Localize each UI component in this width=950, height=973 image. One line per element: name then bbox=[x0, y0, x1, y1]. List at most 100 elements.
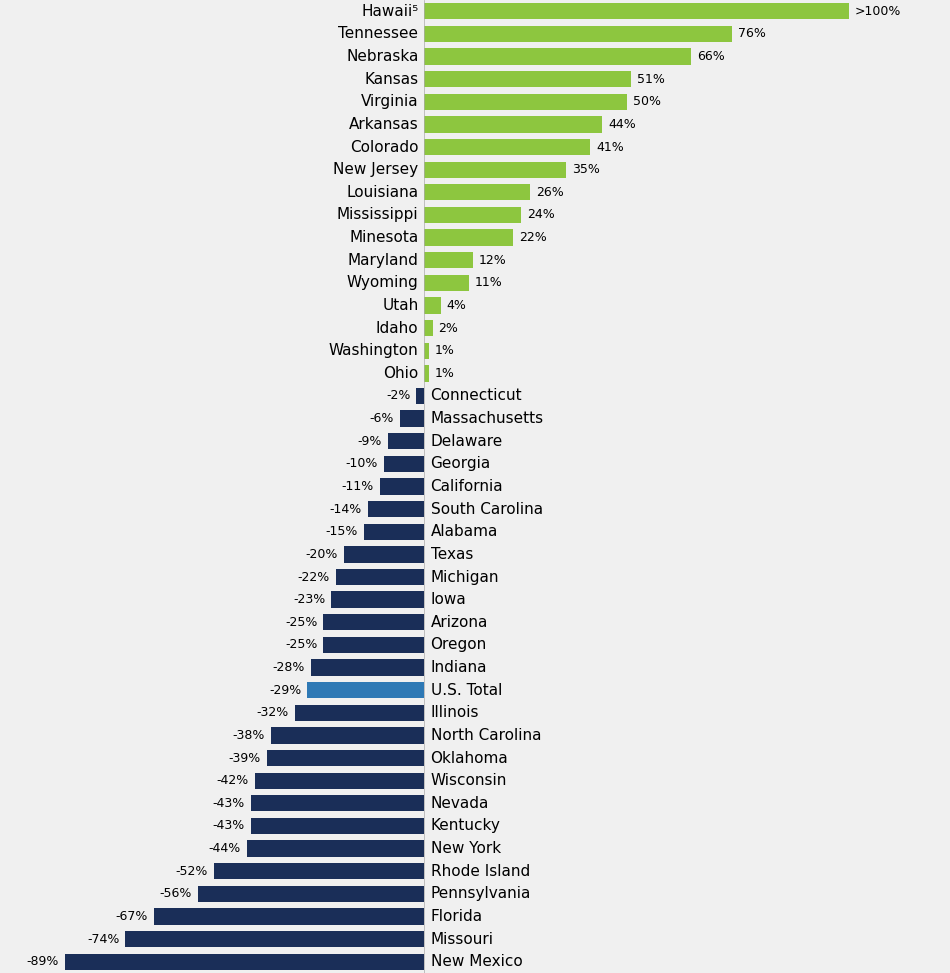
Text: -42%: -42% bbox=[217, 775, 249, 787]
Text: California: California bbox=[430, 479, 504, 494]
Text: Kentucky: Kentucky bbox=[430, 818, 501, 834]
Bar bbox=[416, 388, 425, 404]
Bar bbox=[425, 3, 849, 19]
Text: -89%: -89% bbox=[27, 955, 59, 968]
Bar bbox=[65, 954, 425, 970]
Text: Tennessee: Tennessee bbox=[338, 26, 418, 42]
Text: -32%: -32% bbox=[256, 706, 289, 719]
Text: Delaware: Delaware bbox=[430, 434, 503, 449]
Text: -74%: -74% bbox=[86, 932, 120, 946]
Text: -23%: -23% bbox=[294, 594, 326, 606]
Text: 41%: 41% bbox=[597, 140, 624, 154]
Text: -25%: -25% bbox=[285, 638, 317, 651]
Text: South Carolina: South Carolina bbox=[430, 502, 542, 517]
Text: Maryland: Maryland bbox=[348, 253, 418, 268]
Text: 2%: 2% bbox=[439, 322, 459, 335]
Text: Alabama: Alabama bbox=[430, 524, 498, 539]
Bar bbox=[247, 841, 425, 856]
Text: -39%: -39% bbox=[229, 751, 260, 765]
Bar bbox=[323, 614, 425, 631]
Bar bbox=[215, 863, 425, 880]
Text: Utah: Utah bbox=[382, 298, 418, 313]
Text: -2%: -2% bbox=[386, 389, 410, 403]
Text: Nevada: Nevada bbox=[430, 796, 489, 811]
Text: 66%: 66% bbox=[697, 50, 725, 63]
Bar bbox=[251, 817, 425, 834]
Bar bbox=[425, 252, 473, 269]
Text: -22%: -22% bbox=[297, 570, 330, 584]
Text: -15%: -15% bbox=[326, 525, 358, 538]
Text: -28%: -28% bbox=[273, 661, 305, 674]
Text: -29%: -29% bbox=[269, 684, 301, 697]
Text: 76%: 76% bbox=[738, 27, 766, 41]
Text: -67%: -67% bbox=[115, 910, 147, 923]
Text: Idaho: Idaho bbox=[376, 321, 418, 336]
Text: -9%: -9% bbox=[357, 435, 382, 448]
Bar bbox=[199, 885, 425, 902]
Text: 44%: 44% bbox=[608, 118, 636, 131]
Bar bbox=[425, 274, 469, 291]
Text: Texas: Texas bbox=[430, 547, 473, 561]
Text: Iowa: Iowa bbox=[430, 593, 466, 607]
Text: -20%: -20% bbox=[305, 548, 337, 560]
Text: -14%: -14% bbox=[330, 503, 362, 516]
Text: 24%: 24% bbox=[527, 208, 556, 222]
Text: -56%: -56% bbox=[160, 887, 192, 900]
Text: Oregon: Oregon bbox=[430, 637, 486, 652]
Bar bbox=[425, 162, 566, 178]
Text: Mississippi: Mississippi bbox=[337, 207, 418, 223]
Text: Kansas: Kansas bbox=[364, 72, 418, 87]
Text: -10%: -10% bbox=[346, 457, 378, 470]
Text: >100%: >100% bbox=[855, 5, 902, 18]
Text: 51%: 51% bbox=[636, 73, 665, 86]
Bar bbox=[425, 139, 590, 156]
Bar bbox=[425, 230, 513, 246]
Bar bbox=[364, 523, 425, 540]
Text: Washington: Washington bbox=[329, 343, 418, 358]
Text: -38%: -38% bbox=[233, 729, 265, 741]
Bar bbox=[389, 433, 425, 450]
Text: 50%: 50% bbox=[633, 95, 660, 108]
Text: -25%: -25% bbox=[285, 616, 317, 629]
Text: Indiana: Indiana bbox=[430, 660, 487, 675]
Bar bbox=[380, 479, 425, 494]
Text: Hawaii⁵: Hawaii⁵ bbox=[361, 4, 418, 18]
Bar bbox=[307, 682, 425, 699]
Text: Wisconsin: Wisconsin bbox=[430, 774, 507, 788]
Text: Oklahoma: Oklahoma bbox=[430, 750, 508, 766]
Bar bbox=[335, 569, 425, 585]
Text: -11%: -11% bbox=[342, 480, 374, 493]
Bar bbox=[425, 26, 732, 42]
Text: -6%: -6% bbox=[370, 413, 394, 425]
Text: Colorado: Colorado bbox=[350, 139, 418, 155]
Text: Minesota: Minesota bbox=[350, 230, 418, 245]
Bar bbox=[323, 636, 425, 653]
Text: Illinois: Illinois bbox=[430, 705, 479, 720]
Bar bbox=[344, 546, 425, 562]
Bar bbox=[425, 207, 522, 223]
Text: -44%: -44% bbox=[208, 842, 240, 855]
Bar bbox=[271, 727, 425, 743]
Bar bbox=[267, 750, 425, 766]
Bar bbox=[368, 501, 425, 518]
Bar bbox=[384, 455, 425, 472]
Text: North Carolina: North Carolina bbox=[430, 728, 542, 743]
Bar bbox=[425, 342, 428, 359]
Text: 12%: 12% bbox=[479, 254, 506, 267]
Bar bbox=[255, 773, 425, 789]
Bar bbox=[425, 117, 602, 132]
Text: -52%: -52% bbox=[176, 865, 208, 878]
Text: Louisiana: Louisiana bbox=[347, 185, 418, 199]
Text: 35%: 35% bbox=[572, 163, 599, 176]
Bar bbox=[154, 908, 425, 924]
Text: Arkansas: Arkansas bbox=[349, 117, 418, 132]
Bar bbox=[425, 365, 428, 381]
Text: 1%: 1% bbox=[434, 344, 454, 357]
Text: 1%: 1% bbox=[434, 367, 454, 379]
Text: 22%: 22% bbox=[520, 232, 547, 244]
Text: Florida: Florida bbox=[430, 909, 483, 924]
Bar bbox=[295, 704, 425, 721]
Text: Massachusetts: Massachusetts bbox=[430, 412, 543, 426]
Bar bbox=[425, 298, 441, 313]
Bar bbox=[425, 320, 432, 337]
